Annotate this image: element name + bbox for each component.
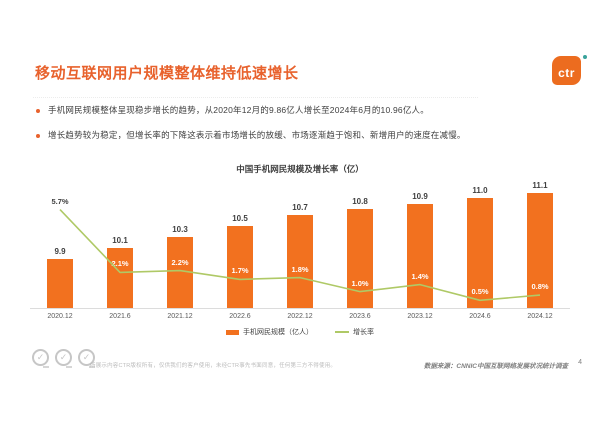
legend-label: 手机网民规模（亿人） — [243, 329, 313, 336]
x-axis-label: 2023.6 — [349, 313, 371, 320]
page-title: 移动互联网用户规模整体维持低速增长 — [35, 65, 299, 82]
ctr-logo-dot-icon — [583, 55, 587, 59]
bar-value-label: 10.8 — [352, 197, 368, 206]
chart-column: 11.0 0.5% — [450, 180, 510, 308]
bar-value-label: 10.1 — [112, 235, 128, 245]
bar-value-label: 10.3 — [172, 224, 188, 234]
page-number: 4 — [578, 359, 582, 366]
ctr-logo: ctr — [552, 56, 581, 85]
growth-rate-label: 0.5% — [471, 287, 489, 297]
bar-value-label: 11.1 — [532, 180, 548, 190]
growth-rate-label: 1.0% — [351, 278, 369, 288]
ctr-logo-text: ctr — [558, 66, 575, 80]
line-swatch-icon — [335, 331, 349, 333]
growth-rate-label: 1.4% — [411, 271, 429, 281]
x-axis-label: 2022.6 — [229, 313, 251, 320]
bullet-dot-icon — [36, 133, 40, 138]
bar — [107, 247, 133, 308]
bar — [527, 192, 553, 308]
bullet-list: 手机网民规模整体呈现稳步增长的趋势，从2020年12月的9.86亿人增长至202… — [36, 104, 576, 154]
bullet-item: 增长趋势较为稳定，但增长率的下降这表示着市场增长的放缓、市场逐渐趋于饱和、新增用… — [36, 129, 576, 142]
bar-value-label: 10.9 — [412, 191, 428, 201]
x-axis: 2020.12 2021.6 2021.12 2022.6 2022.12 2023.6 2… — [30, 313, 570, 320]
legend-item-bar-series: 手机网民规模（亿人） — [226, 327, 313, 337]
x-axis-label: 2021.12 — [167, 313, 193, 320]
bar — [407, 203, 433, 308]
footer-disclaimer: 所展示内容CTR版权所有，仅供我们的客户使用，未经CTR事先书面同意，任何第三方… — [90, 363, 337, 369]
x-axis-label: 2024.6 — [469, 313, 491, 320]
legend-label: 增长率 — [353, 329, 374, 336]
chart-title: 中国手机网民规模及增长率（亿） — [236, 164, 364, 174]
chart-column: 10.5 1.7% — [210, 180, 270, 308]
bullet-dot-icon — [36, 109, 40, 113]
growth-rate-label: 2.1% — [111, 259, 129, 269]
certification-stamp-icon: ✓ — [78, 349, 95, 368]
bar — [467, 198, 493, 308]
growth-rate-label: 0.8% — [531, 282, 549, 292]
chart-column: 10.1 2.1% — [90, 180, 150, 308]
chart-column: 10.7 1.8% — [270, 180, 330, 308]
x-axis-label: 2022.12 — [287, 313, 313, 320]
bullet-text: 增长趋势较为稳定，但增长率的下降这表示着市场增长的放缓、市场逐渐趋于饱和、新增用… — [48, 129, 466, 140]
growth-rate-label: 2.2% — [171, 257, 189, 267]
chart-column: 10.9 1.4% — [390, 180, 450, 308]
title-divider — [33, 97, 478, 98]
bar-value-label: 10.5 — [232, 213, 248, 223]
x-axis-label: 2020.12 — [47, 313, 73, 320]
bar — [227, 225, 253, 308]
bar — [287, 214, 313, 308]
chart-column: 11.1 0.8% — [510, 180, 570, 308]
growth-rate-label: 5.7% — [51, 196, 69, 206]
bar-value-label: 10.7 — [292, 202, 308, 212]
x-axis-label: 2023.12 — [407, 313, 433, 320]
chart-legend: 手机网民规模（亿人） 增长率 — [0, 327, 600, 337]
growth-rate-label: 1.8% — [291, 264, 309, 274]
growth-rate-line — [59, 209, 541, 302]
certification-stamp-icon: ✓ — [55, 349, 72, 368]
chart-column: 9.9 5.7% — [30, 180, 90, 308]
x-axis-label: 2021.6 — [109, 313, 131, 320]
certification-stamp-icon: ✓ — [32, 349, 49, 368]
bullet-text: 手机网民规模整体呈现稳步增长的趋势，从2020年12月的9.86亿人增长至202… — [48, 105, 429, 115]
data-source-note: 数据来源：CNNIC中国互联网络发展状况统计调查 — [423, 363, 568, 370]
bullet-item: 手机网民规模整体呈现稳步增长的趋势，从2020年12月的9.86亿人增长至202… — [36, 104, 576, 117]
footer-stamps: ✓ ✓ ✓ — [32, 349, 95, 368]
bar-value-label: 9.9 — [54, 246, 66, 256]
growth-rate-label: 1.7% — [231, 266, 249, 276]
x-axis-label: 2024.12 — [527, 313, 553, 320]
bar-swatch-icon — [226, 329, 239, 335]
chart-plot-area: 9.9 5.7% 10.1 2.1% 10.3 2.2% 10.5 1.7% 10.7 1.8% 1… — [30, 180, 570, 309]
bar-value-label: 11.0 — [472, 186, 488, 195]
bar — [47, 258, 73, 308]
legend-item-line-series: 增长率 — [335, 327, 374, 337]
